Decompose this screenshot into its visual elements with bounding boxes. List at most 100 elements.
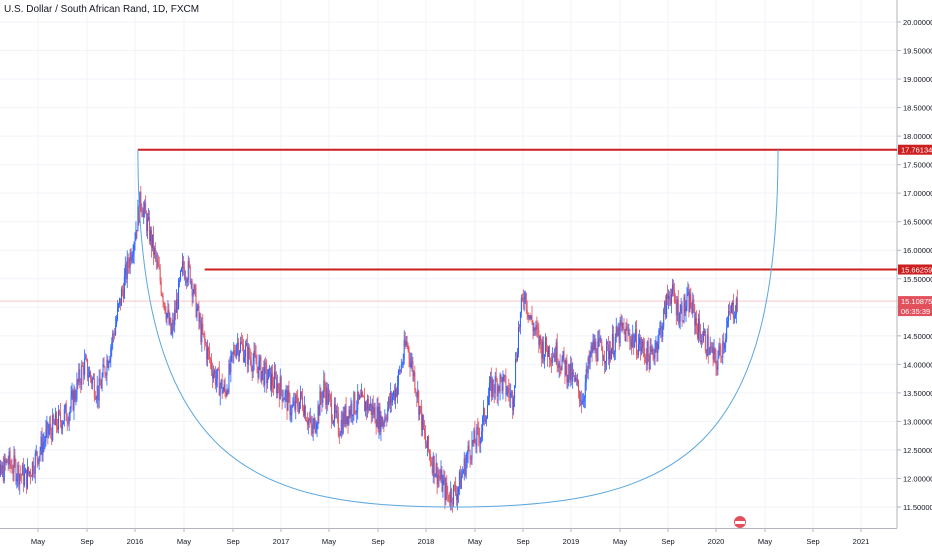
y-tick-label: 20.00000	[903, 18, 932, 27]
candle-body	[567, 378, 569, 383]
candle-body	[362, 392, 364, 396]
candle-body	[105, 374, 107, 376]
candle-body	[95, 398, 97, 400]
candle-body	[603, 360, 605, 361]
candle-body	[688, 291, 690, 312]
candle-body	[533, 328, 535, 332]
candle-body	[39, 450, 41, 457]
candle-body	[680, 305, 682, 312]
candle-body	[109, 359, 111, 363]
candle-body	[199, 320, 201, 322]
candle-body	[318, 405, 320, 416]
candle-body	[607, 341, 609, 345]
candle-body	[339, 434, 341, 436]
candle-body	[698, 318, 700, 339]
candle-body	[70, 395, 72, 409]
candle-body	[479, 436, 481, 444]
candle-body	[12, 472, 14, 474]
candle-body	[728, 311, 730, 322]
candle-body	[398, 370, 400, 372]
candle-body	[563, 351, 565, 360]
candle-body	[400, 364, 402, 372]
candle-body	[134, 239, 136, 244]
candle-body	[104, 367, 106, 375]
candle-body	[736, 298, 738, 311]
candle-body	[57, 426, 59, 430]
candle-body	[539, 335, 541, 345]
candle-body	[221, 379, 223, 394]
candle-body	[671, 284, 673, 295]
candle-body	[459, 471, 461, 489]
candle-body	[647, 341, 649, 356]
candle-body	[581, 401, 583, 405]
candle-body	[30, 476, 32, 478]
candle-body	[62, 420, 64, 425]
candle-body	[645, 357, 647, 365]
candle-body	[367, 399, 369, 411]
candle-body	[52, 415, 54, 441]
candle-body	[49, 424, 51, 431]
candle-body	[18, 464, 20, 485]
candle-body	[435, 463, 437, 475]
candle-body	[642, 341, 644, 348]
candle-body	[187, 261, 189, 281]
candle-body	[230, 354, 232, 373]
candle-body	[545, 337, 547, 355]
candle-body	[11, 466, 13, 473]
x-tick-label: May	[177, 537, 191, 546]
candle-body	[371, 405, 373, 415]
candle-body	[155, 253, 157, 262]
candle-body	[461, 473, 463, 476]
candle-body	[267, 379, 269, 383]
candle-body	[110, 347, 112, 360]
candle-body	[83, 366, 85, 376]
candle-body	[633, 334, 635, 348]
candle-body	[283, 399, 285, 401]
candle-body	[703, 330, 705, 333]
candle-body	[704, 330, 706, 351]
candle-body	[369, 403, 371, 407]
x-tick-label: 2017	[273, 537, 290, 546]
candle-body	[160, 280, 162, 294]
candle-body	[162, 295, 164, 303]
candle-body	[246, 343, 248, 365]
candle-body	[702, 332, 704, 341]
y-tick-label: 18.50000	[903, 104, 932, 113]
y-tick-label: 16.00000	[903, 246, 932, 255]
y-tick-label: 14.50000	[903, 332, 932, 341]
y-tick-label: 17.50000	[903, 161, 932, 170]
candle-body	[455, 493, 457, 501]
candle-body	[321, 399, 323, 403]
candle-body	[272, 384, 274, 388]
candle-body	[204, 334, 206, 342]
candle-body	[577, 380, 579, 391]
candle-body	[706, 334, 708, 356]
candle-body	[475, 443, 477, 446]
candle-body	[334, 404, 336, 413]
candle-body	[35, 451, 37, 454]
candle-body	[144, 202, 146, 209]
candle-body	[308, 419, 310, 421]
candle-body	[47, 422, 49, 435]
candle-body	[636, 329, 638, 355]
candle-body	[434, 474, 436, 477]
candle-body	[0, 464, 1, 475]
candle-body	[217, 368, 219, 370]
candle-body	[609, 350, 611, 360]
candle-body	[395, 388, 397, 397]
candle-body	[650, 346, 652, 352]
candle-body	[338, 435, 340, 436]
x-tick-label: Sep	[806, 537, 819, 546]
candle-body	[553, 353, 555, 358]
candle-body	[488, 382, 490, 398]
candle-body	[687, 291, 689, 295]
candle-body	[732, 302, 734, 319]
candle-body	[713, 348, 715, 360]
candle-body	[38, 456, 40, 464]
candle-body	[391, 392, 393, 403]
candle-body	[245, 343, 247, 346]
candle-body	[33, 473, 35, 475]
candle-body	[253, 350, 255, 362]
candle-body	[36, 451, 38, 459]
